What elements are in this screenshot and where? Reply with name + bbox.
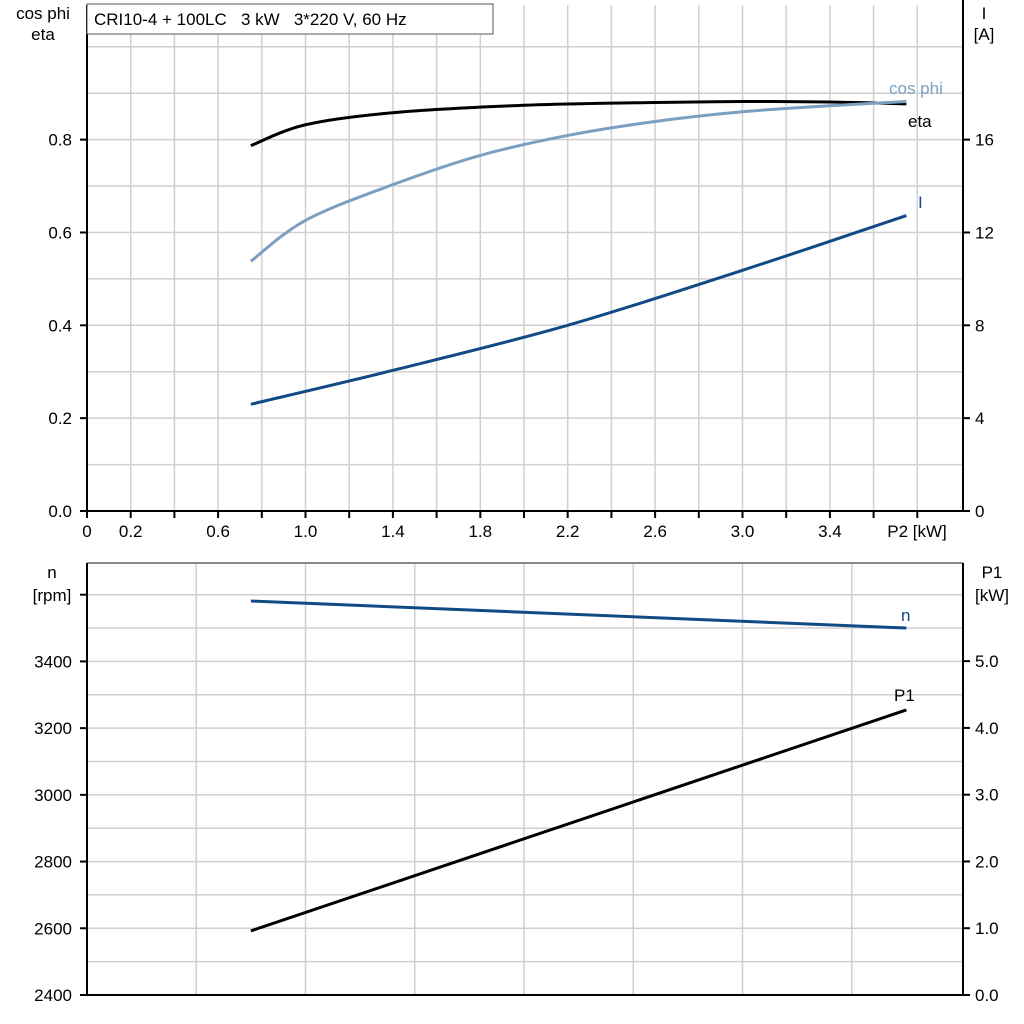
- chart-title: CRI10-4 + 100LC 3 kW 3*220 V, 60 Hz: [94, 10, 407, 29]
- series-line-n: [250, 599, 907, 630]
- x-tick-label: 0.2: [119, 522, 143, 541]
- y-left-tick-label: 0.0: [48, 502, 72, 521]
- y-right-label-i: I: [982, 4, 987, 23]
- series-label-p1: P1: [894, 686, 915, 705]
- x-tick-label: 0.6: [206, 522, 230, 541]
- y-left-label-n: n: [47, 563, 56, 582]
- y-left-label-cosphi: cos phi: [16, 4, 70, 23]
- x-tick-label: 3.0: [731, 522, 755, 541]
- y-right-tick-label: 0.0: [975, 986, 999, 1005]
- bottom-grid: [87, 562, 963, 995]
- x-tick-label: 1.8: [468, 522, 492, 541]
- y-left-tick-label: 3200: [34, 719, 72, 738]
- bottom-curves: n P1: [250, 599, 915, 933]
- y-left-tick-label: 0.4: [48, 316, 72, 335]
- y-left-label-rpm: [rpm]: [33, 586, 72, 605]
- y-right-label-kw: [kW]: [975, 586, 1009, 605]
- x-tick-label: 0: [82, 522, 91, 541]
- x-tick-label: 1.0: [294, 522, 318, 541]
- series-label-n: n: [901, 606, 910, 625]
- y-right-tick-label: 12: [975, 223, 994, 242]
- top-grid: [87, 5, 963, 511]
- y-right-tick-label: 1.0: [975, 919, 999, 938]
- y-right-tick-label: 2.0: [975, 852, 999, 871]
- y-right-label-p1: P1: [982, 563, 1003, 582]
- y-left-tick-label: 0.6: [48, 223, 72, 242]
- series-label-eta: eta: [908, 112, 932, 131]
- series-label-i: I: [918, 193, 923, 212]
- x-tick-label: 1.4: [381, 522, 405, 541]
- series-line-i: [250, 214, 907, 406]
- y-right-tick-label: 5.0: [975, 652, 999, 671]
- series-label-cos-phi: cos phi: [889, 79, 943, 98]
- y-left-tick-label: 3000: [34, 786, 72, 805]
- axes: 0 0.2 0.6 1.0 1.4 1.8 2.2 2.6 3.0 3.4 0.0 0.2 0.4 0.6…: [34, 0, 999, 1005]
- y-right-tick-label: 4.0: [975, 719, 999, 738]
- y-left-tick-label: 0.8: [48, 131, 72, 150]
- series-line-p1: [250, 708, 907, 933]
- title-box: [86, 3, 494, 35]
- y-left-tick-label: 2600: [34, 919, 72, 938]
- series-line-eta: [250, 100, 907, 148]
- x-tick-label: 2.6: [643, 522, 667, 541]
- y-right-label-unit: [A]: [974, 25, 995, 44]
- y-right-tick-label: 0: [975, 502, 984, 521]
- x-axis-label: P2 [kW]: [887, 522, 947, 541]
- y-left-tick-label: 3400: [34, 652, 72, 671]
- x-tick-label: 2.2: [556, 522, 580, 541]
- series-line-cos-phi: [249, 100, 907, 263]
- y-right-tick-label: 8: [975, 316, 984, 335]
- y-left-tick-label: 0.2: [48, 409, 72, 428]
- y-left-tick-label: 2800: [34, 853, 72, 872]
- y-right-tick-label: 4: [975, 409, 984, 428]
- y-right-tick-label: 3.0: [975, 786, 999, 805]
- y-right-tick-label: 16: [975, 131, 994, 150]
- top-curves: eta cos phi I: [249, 79, 943, 406]
- y-left-label-eta: eta: [31, 25, 55, 44]
- y-left-tick-label: 2400: [34, 986, 72, 1005]
- x-tick-label: 3.4: [818, 522, 842, 541]
